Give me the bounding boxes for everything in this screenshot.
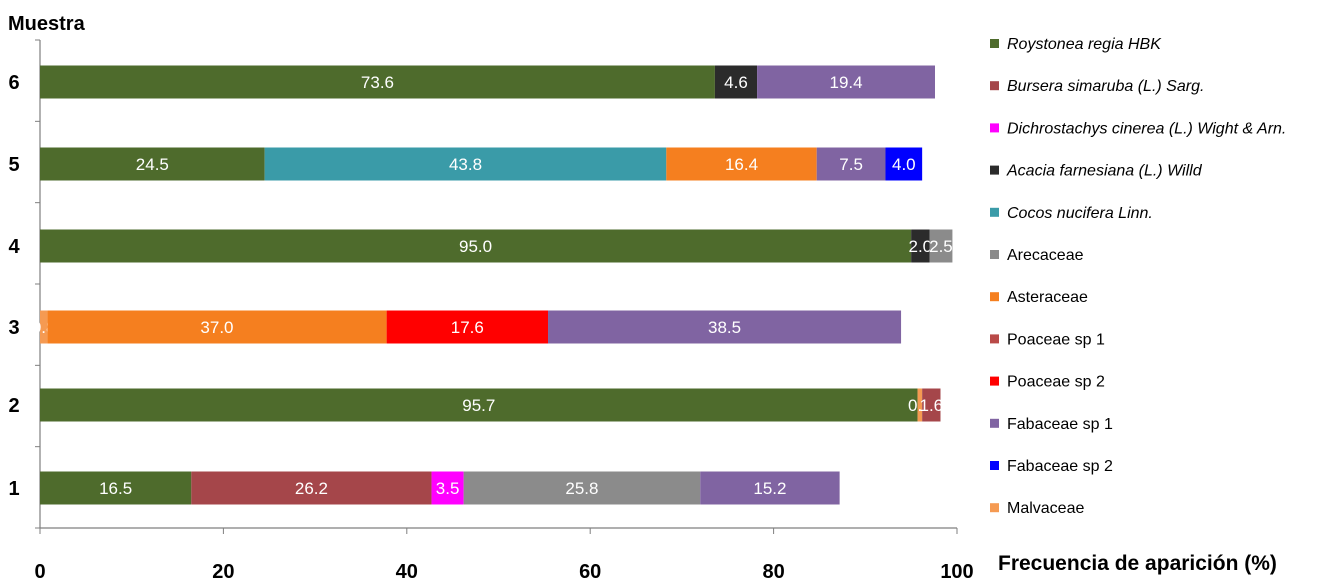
y-tick-label: 1 <box>8 478 19 500</box>
bar-segment <box>885 147 923 181</box>
bar-segment <box>40 471 192 505</box>
data-label: 4.6 <box>724 73 748 92</box>
legend-swatch <box>990 292 999 302</box>
data-label: 95.7 <box>462 396 495 415</box>
legend-swatch <box>990 123 999 133</box>
data-label: 19.4 <box>829 73 862 92</box>
bar-segment <box>191 471 432 505</box>
y-tick-label: 2 <box>8 395 19 417</box>
bar-segment <box>917 388 923 422</box>
data-label: 26.2 <box>295 479 328 498</box>
bar-segment <box>40 310 48 344</box>
bar-segment <box>463 471 701 505</box>
data-label: 1.6 <box>920 396 944 415</box>
bar-segment <box>757 65 935 99</box>
bar-segment <box>816 147 886 181</box>
legend-swatch <box>990 250 999 259</box>
legend-label: Bursera simaruba (L.) Sarg. <box>1007 78 1204 95</box>
bar-segment <box>40 229 912 263</box>
data-label: 38.5 <box>708 318 741 337</box>
legend-swatch <box>990 39 999 48</box>
bar-segment <box>700 471 840 505</box>
bar-segment <box>922 388 941 422</box>
bar-segment <box>548 310 902 344</box>
legend-swatch <box>990 418 999 428</box>
y-tick-label: 4 <box>8 236 20 258</box>
bar-segment <box>431 471 464 505</box>
bar-segment <box>40 65 715 99</box>
bar-segment <box>911 229 930 263</box>
x-tick-label: 100 <box>940 561 973 582</box>
bar-segment <box>264 147 667 181</box>
legend-label: Dichrostachys cinerea (L.) Wight & Arn. <box>1007 120 1286 137</box>
x-tick-label: 60 <box>579 561 601 582</box>
legend-swatch <box>990 461 999 470</box>
legend-label: Arecaceae <box>1007 247 1084 264</box>
bar-segment <box>40 147 265 181</box>
x-tick-label: 20 <box>212 561 234 582</box>
bar-segment <box>929 229 953 263</box>
legend-label: Malvaceae <box>1007 500 1084 517</box>
y-tick-label: 5 <box>8 154 19 176</box>
legend-label: Poaceae sp 1 <box>1007 331 1105 348</box>
data-label: 15.2 <box>753 479 786 498</box>
data-label: 16.5 <box>99 479 132 498</box>
x-tick-label: 40 <box>396 561 418 582</box>
data-label: 3.5 <box>436 479 460 498</box>
legend-label: Fabaceae sp 2 <box>1007 458 1113 475</box>
plot-area: 0 20 40 60 80 100 6 73.6 4.6 19.4 5 24.5 43.8 16.4 7.5… <box>8 39 974 582</box>
bar-segment <box>386 310 549 344</box>
legend-label: Fabaceae sp 1 <box>1007 416 1113 433</box>
legend-label: Acacia farnesiana (L.) Willd <box>1006 163 1203 180</box>
y-axis-title: Muestra <box>8 13 86 35</box>
bar-segment <box>40 388 918 422</box>
legend-swatch <box>990 376 999 386</box>
bar-segment <box>666 147 817 181</box>
data-label: 2.5 <box>929 237 953 256</box>
data-label: 73.6 <box>361 73 394 92</box>
data-label: 37.0 <box>200 318 233 337</box>
legend-label: Asteraceae <box>1007 289 1088 306</box>
legend-swatch <box>990 503 999 513</box>
data-label: 25.8 <box>565 479 598 498</box>
data-label: 17.6 <box>451 318 484 337</box>
legend-swatch <box>990 207 999 217</box>
data-label: 16.4 <box>725 155 758 174</box>
legend-swatch <box>990 165 999 175</box>
bar-segment <box>714 65 758 99</box>
data-label: 43.8 <box>449 155 482 174</box>
legend-label: Roystonea regia HBK <box>1007 36 1162 53</box>
legend-label: Cocos nucifera Linn. <box>1007 205 1153 222</box>
legend-swatch <box>990 81 999 91</box>
y-tick-label: 6 <box>8 72 19 94</box>
data-label: 2.0 <box>908 237 932 256</box>
data-label: 7.5 <box>839 155 863 174</box>
data-label: 4.0 <box>892 155 916 174</box>
legend-swatch <box>990 334 999 344</box>
x-tick-label: 80 <box>762 561 784 582</box>
y-tick-label: 3 <box>8 317 19 339</box>
x-tick-label: 0 <box>34 561 45 582</box>
bar-segment <box>47 310 387 344</box>
legend: Roystonea regia HBK Bursera simaruba (L.)… <box>990 36 1286 517</box>
data-label: 95.0 <box>459 237 492 256</box>
legend-label: Poaceae sp 2 <box>1007 374 1105 391</box>
data-label: 24.5 <box>136 155 169 174</box>
x-axis-title: Frecuencia de aparición (%) <box>998 552 1277 575</box>
